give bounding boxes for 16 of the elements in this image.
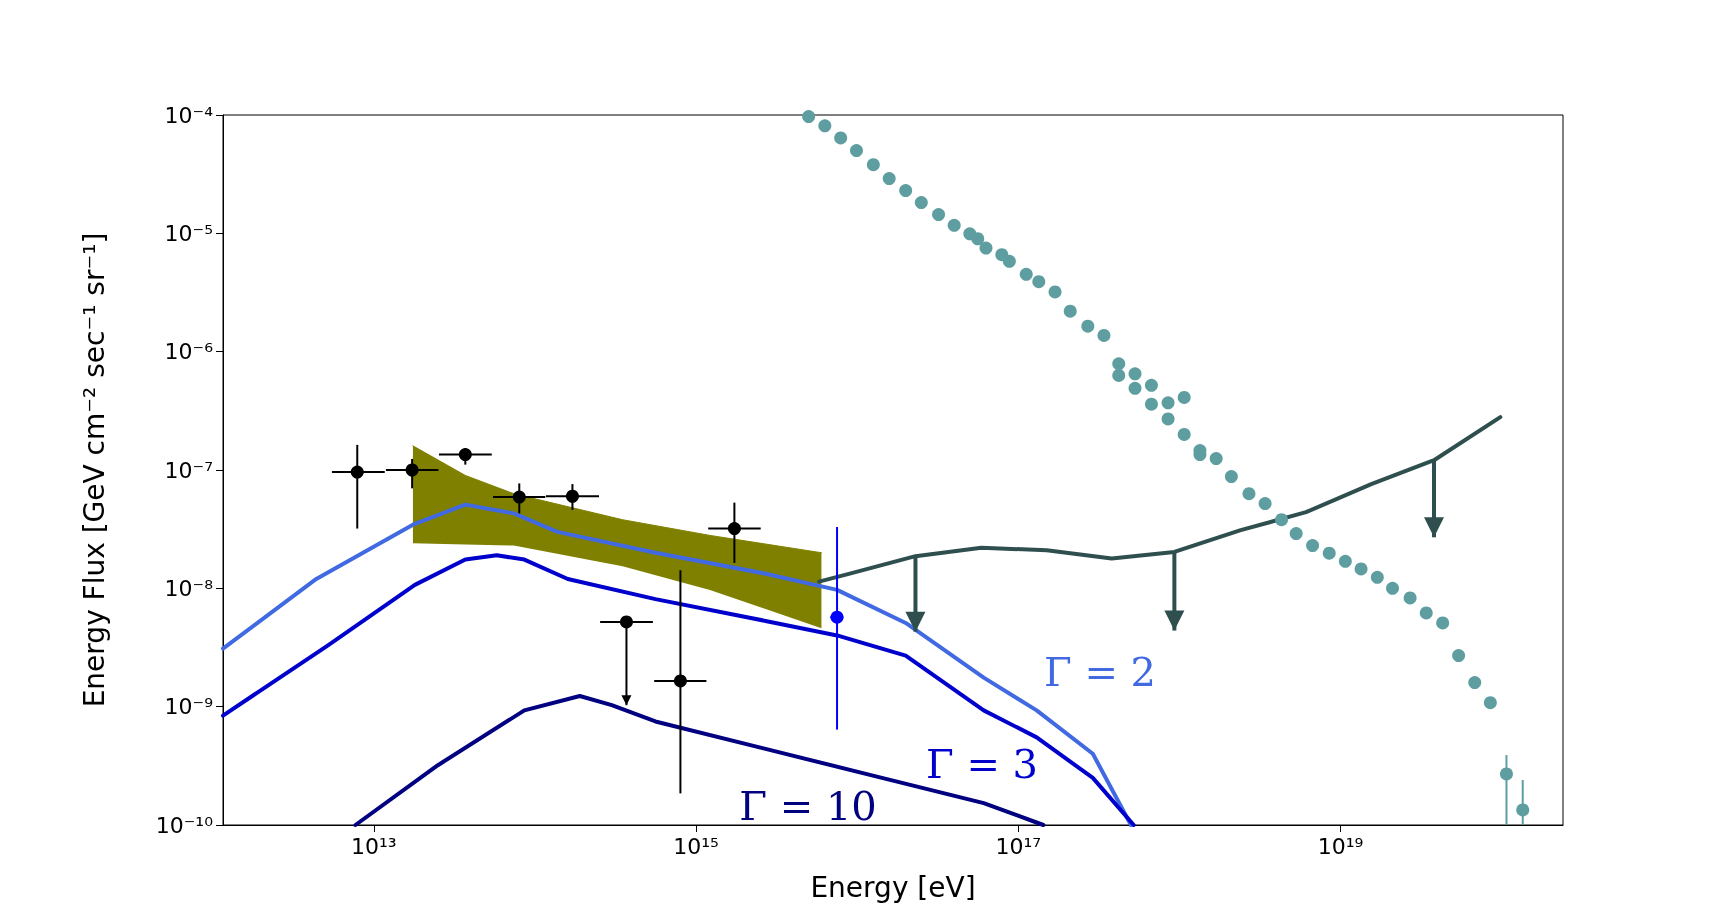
y-tick-label: 10⁻¹⁰ bbox=[155, 812, 214, 838]
x-tick-label: 10¹³ bbox=[350, 833, 397, 859]
y-tick-label: 10⁻⁹ bbox=[164, 694, 213, 720]
x-tick-label: 10¹⁹ bbox=[1317, 833, 1364, 859]
y-tick-label: 10⁻⁷ bbox=[164, 457, 213, 483]
x-tick-label: 10¹⁵ bbox=[673, 833, 719, 859]
y-tick-label: 10⁻⁸ bbox=[164, 575, 214, 601]
annotation: Γ = 2 bbox=[1043, 649, 1157, 695]
y-tick-label: 10⁻⁵ bbox=[164, 220, 213, 246]
y-tick-label: 10⁻⁶ bbox=[164, 339, 214, 365]
x-axis-title: Energy [eV] bbox=[810, 870, 976, 904]
y-tick-label: 10⁻⁴ bbox=[164, 102, 214, 128]
x-tick-label: 10¹⁷ bbox=[995, 833, 1042, 859]
y-axis-title: Energy Flux [GeV cm⁻² sec⁻¹ sr⁻¹] bbox=[77, 232, 111, 708]
annotation: Γ = 3 bbox=[925, 741, 1039, 787]
annotation: Γ = 10 bbox=[739, 783, 877, 829]
